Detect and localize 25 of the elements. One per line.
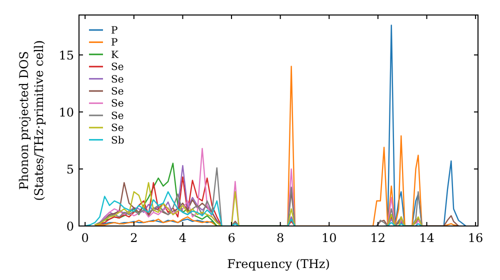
x-tick-label: 4 (178, 231, 187, 245)
legend-label: Se (111, 62, 124, 74)
y-tick-label: 5 (66, 162, 74, 176)
x-tick-label: 12 (370, 231, 386, 245)
x-tick-label: 2 (130, 231, 138, 245)
x-tick-label: 0 (81, 231, 89, 245)
legend-label: Sb (111, 135, 124, 146)
y-tick-label: 15 (58, 48, 74, 62)
y-axis-title: Phonon projected DOS (States/THz·primitive cell) (17, 40, 46, 201)
legend-label: Se (111, 86, 124, 98)
legend-label: Se (111, 98, 124, 110)
y-tick-label: 10 (58, 105, 74, 120)
x-tick-label: 14 (419, 231, 435, 245)
x-tick-label: 8 (276, 231, 284, 245)
legend-label: K (111, 50, 119, 61)
legend-label: Se (111, 123, 124, 134)
legend-label: Se (111, 74, 124, 86)
legend-label: P (111, 38, 118, 49)
legend-label: P (111, 26, 118, 36)
x-tick-label: 6 (228, 231, 236, 245)
x-tick-label: 16 (468, 231, 484, 245)
legend-label: Se (111, 110, 124, 122)
y-tick-label: 0 (66, 220, 74, 234)
x-tick-label: 10 (321, 231, 337, 245)
x-axis-title: Frequency (THz) (227, 257, 330, 271)
